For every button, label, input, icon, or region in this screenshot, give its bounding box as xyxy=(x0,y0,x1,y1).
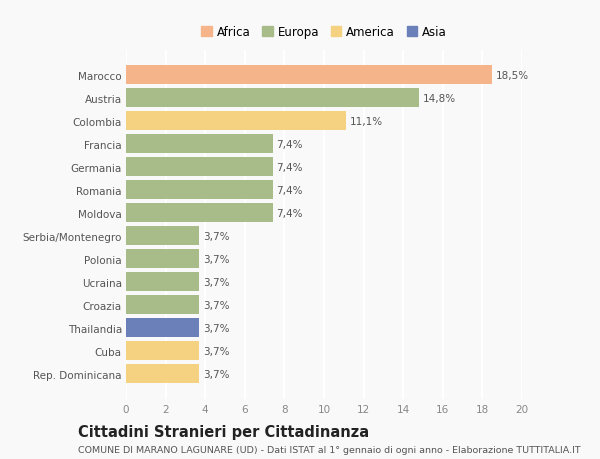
Text: 7,4%: 7,4% xyxy=(277,185,303,196)
Text: 3,7%: 3,7% xyxy=(203,231,230,241)
Bar xyxy=(126,319,199,337)
Text: 7,4%: 7,4% xyxy=(277,162,303,173)
Text: 7,4%: 7,4% xyxy=(277,140,303,150)
Bar xyxy=(126,112,346,131)
Text: 3,7%: 3,7% xyxy=(203,277,230,287)
Bar xyxy=(126,135,272,154)
Bar xyxy=(126,181,272,200)
Bar xyxy=(126,90,419,108)
Text: COMUNE DI MARANO LAGUNARE (UD) - Dati ISTAT al 1° gennaio di ogni anno - Elabora: COMUNE DI MARANO LAGUNARE (UD) - Dati IS… xyxy=(78,445,581,454)
Text: 3,7%: 3,7% xyxy=(203,369,230,379)
Bar xyxy=(126,158,272,177)
Bar xyxy=(126,227,199,246)
Bar xyxy=(126,204,272,223)
Bar xyxy=(126,67,493,85)
Text: 7,4%: 7,4% xyxy=(277,208,303,218)
Bar xyxy=(126,296,199,314)
Legend: Africa, Europa, America, Asia: Africa, Europa, America, Asia xyxy=(197,22,452,44)
Bar xyxy=(126,364,199,383)
Bar xyxy=(126,341,199,360)
Text: 18,5%: 18,5% xyxy=(496,71,529,81)
Text: 3,7%: 3,7% xyxy=(203,300,230,310)
Text: 3,7%: 3,7% xyxy=(203,346,230,356)
Text: 11,1%: 11,1% xyxy=(350,117,383,127)
Bar xyxy=(126,273,199,291)
Text: 14,8%: 14,8% xyxy=(423,94,456,104)
Text: 3,7%: 3,7% xyxy=(203,254,230,264)
Bar xyxy=(126,250,199,269)
Text: 3,7%: 3,7% xyxy=(203,323,230,333)
Text: Cittadini Stranieri per Cittadinanza: Cittadini Stranieri per Cittadinanza xyxy=(78,425,369,440)
